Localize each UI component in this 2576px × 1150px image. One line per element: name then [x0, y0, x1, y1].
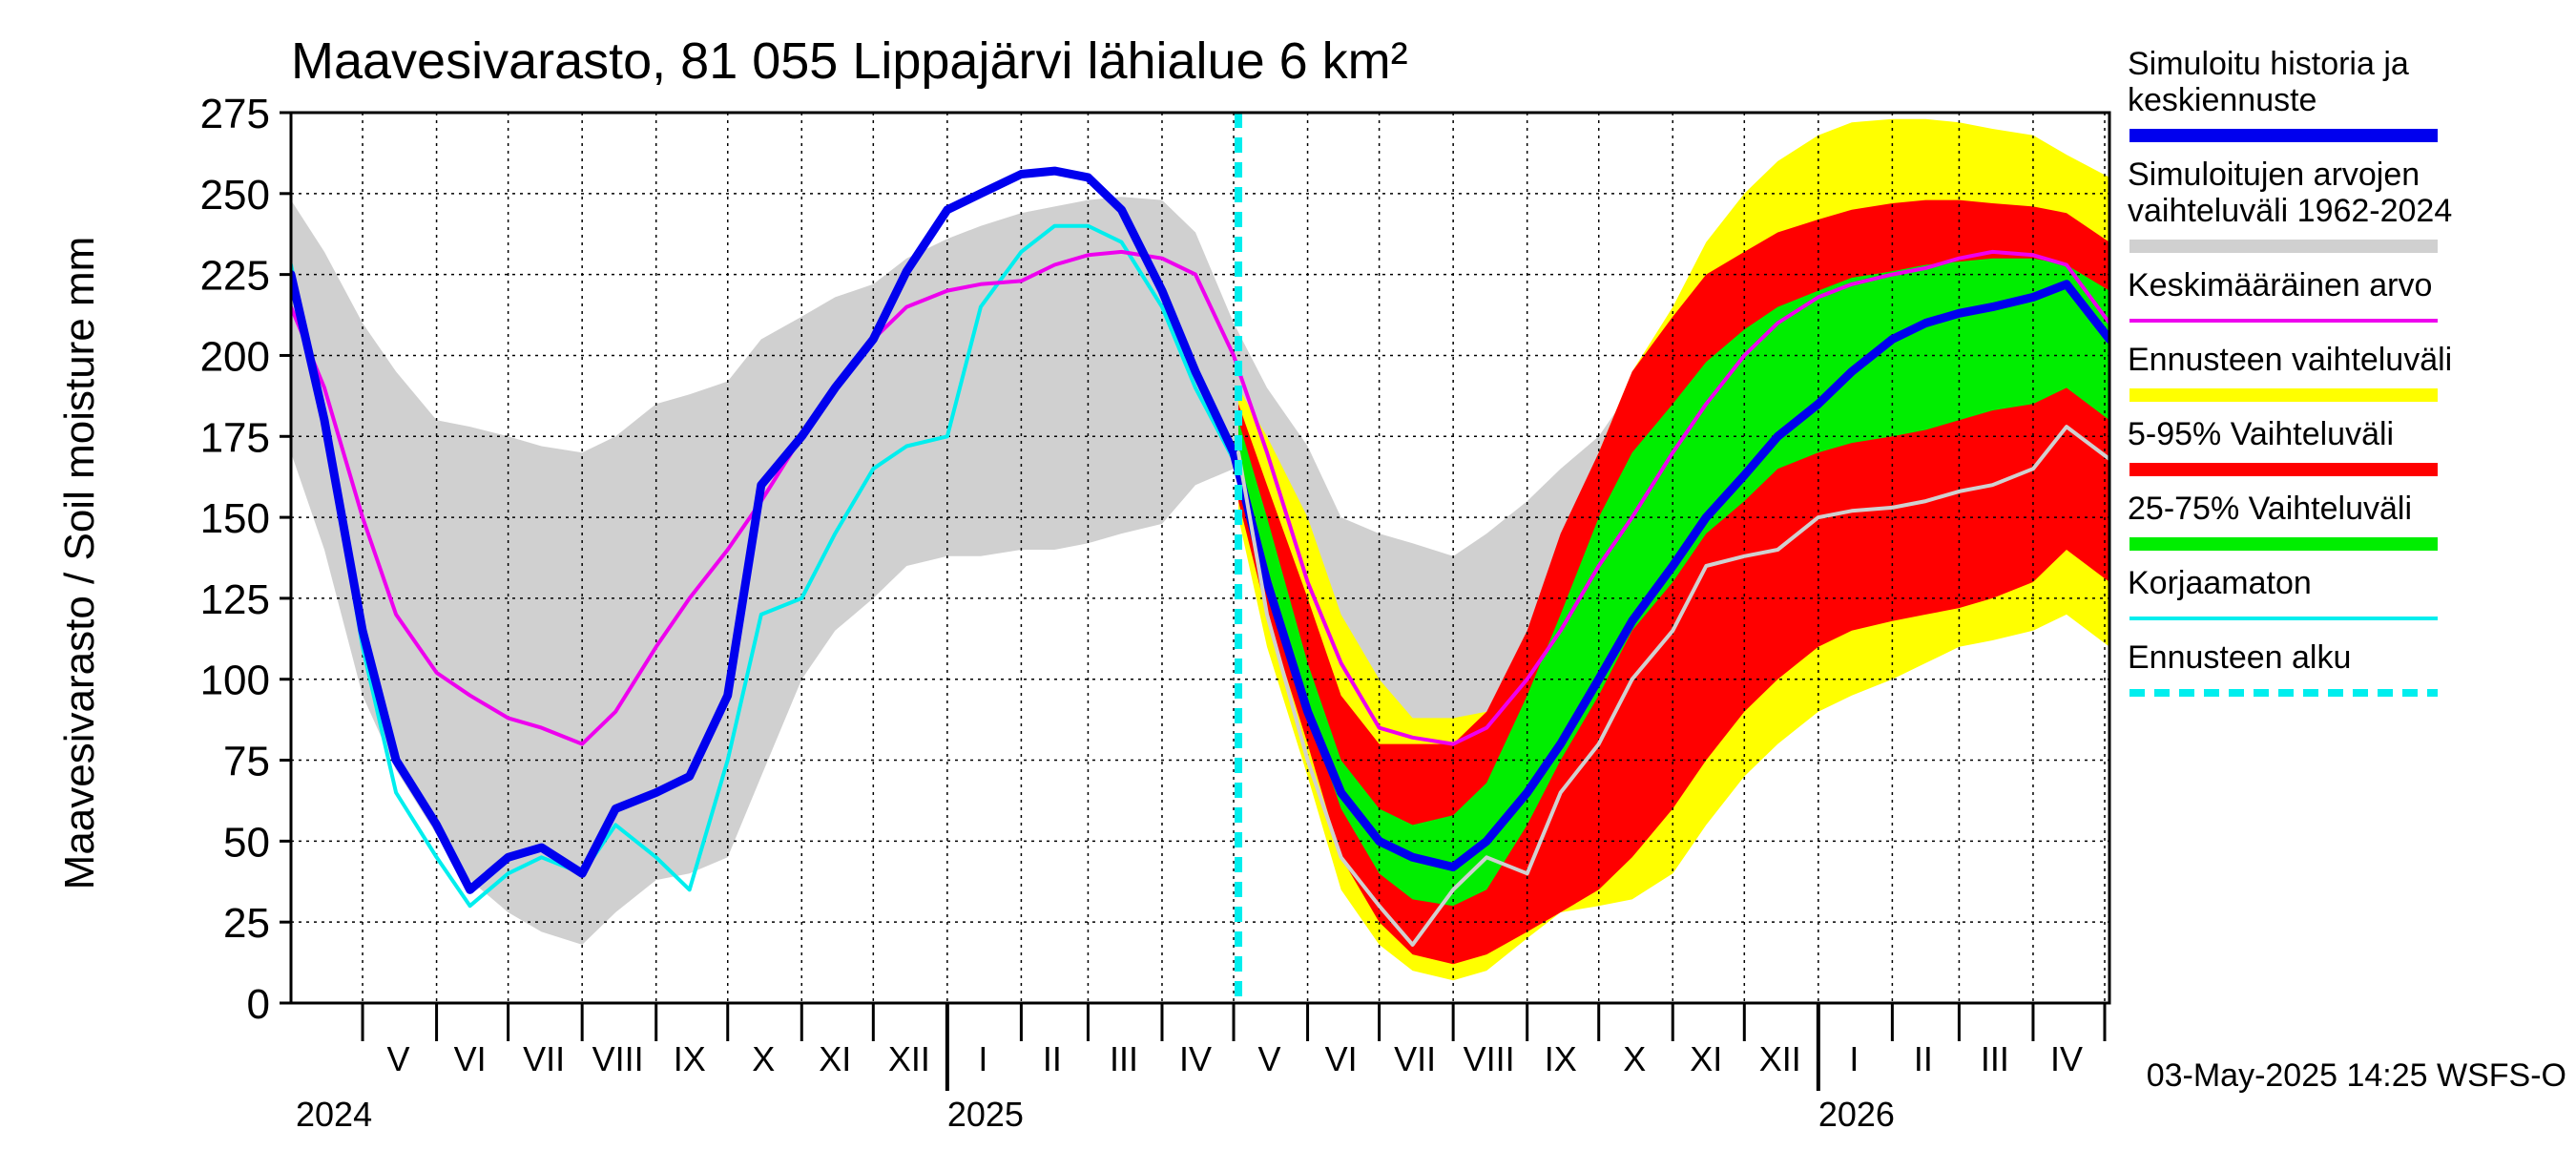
- month-label: VI: [454, 1039, 487, 1078]
- month-label: IX: [1545, 1039, 1577, 1078]
- y-tick-label: 100: [200, 658, 270, 704]
- month-label: IV: [2050, 1039, 2083, 1078]
- month-label: V: [387, 1039, 410, 1078]
- x-axis: V VI VII VIII IX X XI XII I II III IV V VI VII VIII IX X X…: [296, 1003, 2107, 1134]
- legend-label: Simuloitujen arvojen: [2128, 157, 2420, 193]
- year-label: 2024: [296, 1095, 372, 1134]
- line-layer: [291, 166, 2109, 947]
- line-simuloitu: [1236, 425, 2109, 947]
- month-label: X: [1623, 1039, 1646, 1078]
- month-label: II: [1043, 1039, 1062, 1078]
- y-tick-label: 25: [223, 900, 270, 947]
- legend-label: 25-75% Vaihteluväli: [2128, 491, 2412, 527]
- month-label: VIII: [1464, 1039, 1515, 1078]
- y-axis-title: Maavesivarasto / Soil moisture mm: [56, 237, 103, 890]
- plot-frame: [289, 111, 2111, 1005]
- month-label: XII: [1759, 1039, 1801, 1078]
- chart-title: Maavesivarasto, 81 055 Lippajärvi lähial…: [291, 32, 1408, 90]
- month-label: II: [1914, 1039, 1933, 1078]
- legend-label: vaihteluväli 1962-2024: [2128, 193, 2452, 229]
- month-label: III: [1981, 1039, 2009, 1078]
- month-label: VII: [1394, 1039, 1436, 1078]
- year-label: 2025: [947, 1095, 1024, 1134]
- y-tick-label: 275: [200, 91, 270, 137]
- y-tick-label: 50: [223, 819, 270, 866]
- month-label: I: [978, 1039, 987, 1078]
- y-tick-label: 150: [200, 495, 270, 542]
- month-label: IV: [1179, 1039, 1212, 1078]
- footer-timestamp: 03-May-2025 14:25 WSFS-O: [2147, 1057, 2566, 1094]
- legend-label: Simuloitu historia ja: [2128, 46, 2409, 82]
- y-tick-label: 200: [200, 333, 270, 380]
- month-label: XII: [888, 1039, 930, 1078]
- line-korjaamaton: [291, 223, 1240, 909]
- y-axis: 0 25 50 75 100 125 150 175 200 225 250 275: [200, 91, 291, 1028]
- line-simuloitu-historia-ja-keskiennuste: [291, 166, 2109, 894]
- month-label: IX: [674, 1039, 706, 1078]
- month-label: X: [752, 1039, 775, 1078]
- month-label: III: [1110, 1039, 1138, 1078]
- month-label: XI: [819, 1039, 851, 1078]
- legend-label: keskiennuste: [2128, 82, 2316, 118]
- line-keskim-r-inen-arvo: [291, 249, 2109, 746]
- legend-label: Keskimääräinen arvo: [2128, 267, 2432, 303]
- y-tick-label: 250: [200, 172, 270, 219]
- legend-label: Ennusteen vaihteluväli: [2128, 342, 2452, 378]
- month-label: XI: [1690, 1039, 1722, 1078]
- month-label: VIII: [592, 1039, 644, 1078]
- legend-label: 5-95% Vaihteluväli: [2128, 416, 2394, 452]
- month-label: I: [1849, 1039, 1859, 1078]
- y-tick-label: 125: [200, 576, 270, 623]
- year-label: 2026: [1818, 1095, 1895, 1134]
- legend-label: Korjaamaton: [2128, 565, 2312, 601]
- month-label: VI: [1325, 1039, 1358, 1078]
- month-label: V: [1258, 1039, 1281, 1078]
- legend-label: Ennusteen alku: [2128, 639, 2351, 676]
- month-label: VII: [523, 1039, 565, 1078]
- y-tick-label: 75: [223, 739, 270, 785]
- y-tick-label: 175: [200, 414, 270, 461]
- y-tick-label: 225: [200, 253, 270, 300]
- y-tick-label: 0: [247, 981, 270, 1028]
